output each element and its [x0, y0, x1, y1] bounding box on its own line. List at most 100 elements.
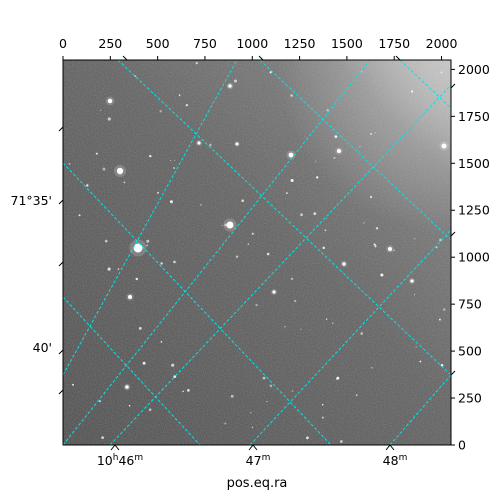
- star: [355, 394, 358, 396]
- bright-star: [337, 149, 341, 153]
- world-coordinate-ticks: 10h46m 47m 48m 71°35' 40': [11, 55, 456, 468]
- star: [419, 360, 422, 363]
- star: [146, 244, 148, 247]
- star: [156, 191, 160, 194]
- star: [266, 252, 270, 256]
- dec-left-tick: [58, 389, 64, 395]
- ra-tick-mark: [114, 444, 120, 451]
- sky-image: [63, 60, 451, 445]
- bright-star: [228, 84, 232, 88]
- dec-left-tick: [58, 126, 64, 132]
- star: [324, 229, 327, 232]
- pixel-x-axis: 0 250 500 750 1000 1250 1500 1750 2000: [59, 36, 457, 60]
- star: [255, 303, 258, 307]
- ra-tick-label: 10h46m: [97, 453, 143, 468]
- bright-star: [197, 141, 201, 145]
- star: [185, 104, 189, 107]
- ra-grid-line: [249, 229, 451, 445]
- dec-right-tick: [450, 83, 456, 89]
- dec-left-tick: [58, 199, 64, 205]
- star: [331, 322, 334, 325]
- star: [86, 184, 89, 187]
- star: [300, 328, 302, 330]
- star: [233, 79, 238, 83]
- star: [146, 239, 150, 243]
- star: [160, 262, 163, 265]
- x-tick-label: 750: [193, 36, 217, 51]
- star: [266, 400, 268, 403]
- star: [68, 162, 71, 165]
- star: [209, 143, 212, 147]
- x-tick-label: 2000: [426, 36, 458, 51]
- star: [269, 71, 272, 74]
- star: [315, 160, 317, 162]
- dec-tick-label: 71°35': [11, 193, 53, 208]
- star: [107, 117, 111, 121]
- star: [321, 403, 324, 406]
- bright-star: [226, 221, 234, 229]
- dec-left-tick: [58, 261, 64, 267]
- star: [316, 176, 319, 179]
- star: [241, 199, 244, 202]
- pixel-y-axis: 0 250 500 750 1000 1250 1500 1750 2000: [451, 62, 490, 453]
- bright-star: [410, 279, 414, 283]
- star: [195, 61, 198, 65]
- star: [173, 159, 176, 162]
- x-tick-label: 0: [59, 36, 67, 51]
- dec-tick-label: 40': [33, 340, 52, 355]
- y-tick-label: 1250: [458, 203, 490, 218]
- dec-grid-line: [399, 60, 451, 109]
- star: [148, 408, 152, 412]
- star: [325, 318, 328, 320]
- y-tick-label: 750: [458, 297, 482, 312]
- star: [247, 243, 249, 245]
- star: [290, 178, 294, 183]
- star: [414, 294, 416, 296]
- star: [78, 214, 81, 217]
- star: [173, 260, 176, 264]
- star: [375, 227, 379, 230]
- dec-grid-line: [117, 60, 451, 376]
- bright-star: [235, 142, 239, 146]
- star: [322, 246, 325, 250]
- star: [334, 135, 338, 139]
- star: [438, 318, 441, 321]
- star: [325, 217, 328, 219]
- x-tick-label: 250: [98, 36, 122, 51]
- star: [182, 390, 184, 393]
- ra-tick-mark: [248, 444, 254, 451]
- bright-star: [116, 167, 124, 175]
- ra-tick-mark: [389, 444, 395, 451]
- ra-grid-line: [109, 84, 451, 445]
- star: [99, 109, 102, 112]
- y-tick-label: 2000: [458, 62, 490, 77]
- y-tick-label: 0: [458, 438, 466, 453]
- star: [138, 327, 142, 330]
- star: [224, 422, 227, 425]
- dec-left-tick: [58, 349, 64, 355]
- ra-top-tick: [122, 55, 128, 61]
- bright-star: [388, 247, 392, 251]
- star: [380, 273, 384, 277]
- ra-tick-label: 48m: [383, 453, 408, 468]
- star: [251, 232, 254, 235]
- star: [374, 245, 377, 248]
- ra-tick-mark: [110, 444, 116, 451]
- star: [435, 246, 438, 249]
- star: [107, 267, 111, 271]
- dec-grid-line: [259, 60, 451, 241]
- star: [294, 299, 297, 303]
- y-tick-label: 250: [458, 391, 482, 406]
- bright-star: [272, 290, 276, 294]
- ra-tick-label: 47m: [246, 453, 271, 468]
- ra-grid-line: [63, 60, 371, 445]
- bright-star: [107, 98, 113, 104]
- star: [300, 213, 304, 217]
- star: [160, 341, 163, 343]
- y-tick-label: 1750: [458, 109, 490, 124]
- star: [363, 222, 365, 224]
- star: [284, 326, 286, 328]
- star: [200, 204, 202, 206]
- x-tick-label: 1250: [284, 36, 316, 51]
